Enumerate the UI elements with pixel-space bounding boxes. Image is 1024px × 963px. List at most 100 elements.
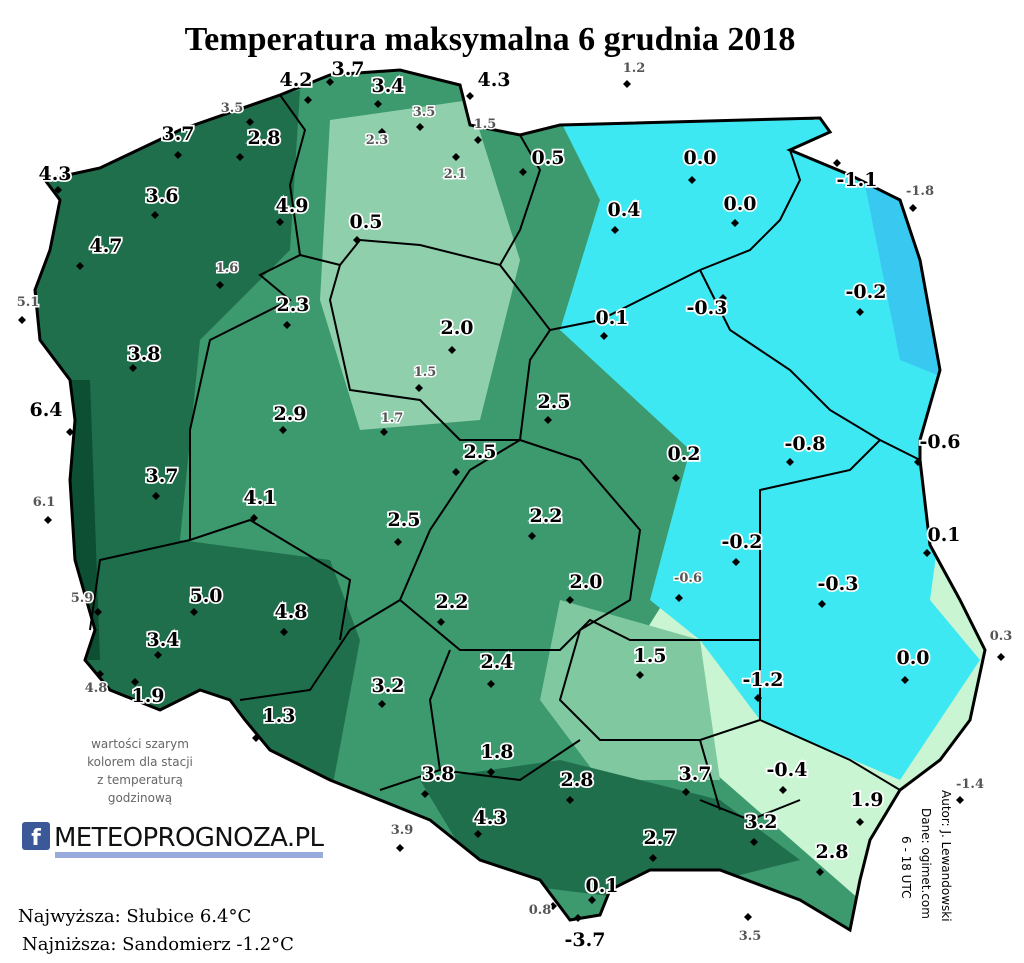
- station-marker: [474, 136, 482, 144]
- min-label: Najniższa: Sandomierz -1.2°C: [22, 934, 294, 955]
- note-line: kolorem dla stacji: [87, 755, 193, 769]
- station-value: -0.3: [818, 573, 859, 595]
- station-marker: [416, 123, 424, 131]
- station-marker: [421, 790, 429, 798]
- station-marker: [688, 176, 696, 184]
- station-value: -0.4: [767, 759, 808, 781]
- station-marker: [18, 316, 26, 324]
- station-value: 6.4: [29, 399, 62, 421]
- station-value: 1.5: [633, 645, 666, 667]
- station-value: 3.2: [371, 675, 404, 697]
- station-marker: [437, 618, 445, 626]
- station-marker: [732, 558, 740, 566]
- station-marker: [588, 896, 596, 904]
- station-marker: [754, 694, 762, 702]
- station-value: 3.7: [678, 763, 711, 785]
- station-value: 4.2: [279, 69, 312, 91]
- station-value: 2.2: [435, 591, 468, 613]
- station-value: -1.2: [743, 669, 784, 691]
- station-value: 0.1: [927, 524, 960, 546]
- station-marker: [574, 914, 582, 922]
- station-marker: [731, 219, 739, 227]
- station-marker: [252, 734, 260, 742]
- station-value: 1.3: [262, 705, 295, 727]
- station-marker: [672, 474, 680, 482]
- station-value: 0.4: [607, 199, 640, 221]
- station-value: 3.5: [221, 101, 244, 116]
- station-marker: [76, 262, 84, 270]
- station-marker: [923, 549, 931, 557]
- station-marker: [250, 514, 258, 522]
- station-marker: [326, 78, 334, 86]
- station-marker: [304, 96, 312, 104]
- station-value: 5.9: [71, 591, 94, 606]
- region-borders: [89, 94, 921, 822]
- station-value: 1.2: [623, 61, 646, 76]
- station-value: 0.1: [595, 307, 628, 329]
- station-marker: [997, 653, 1005, 661]
- note-line: wartości szarym: [91, 737, 189, 751]
- station-value: 0.3: [990, 629, 1013, 644]
- station-value: -0.8: [785, 433, 826, 455]
- station-marker: [519, 168, 527, 176]
- station-marker: [394, 538, 402, 546]
- station-value: 0.5: [531, 147, 564, 169]
- station-marker: [466, 92, 474, 100]
- station-marker: [744, 913, 752, 921]
- station-value: -1.1: [837, 169, 878, 191]
- station-marker: [190, 608, 198, 616]
- station-marker: [378, 128, 386, 136]
- station-marker: [236, 153, 244, 161]
- station-value: 3.7: [145, 465, 178, 487]
- station-value: -1.4: [956, 777, 984, 792]
- station-value: 3.9: [391, 823, 414, 838]
- station-marker: [279, 426, 287, 434]
- station-value: 0.0: [683, 147, 716, 169]
- station-value: 2.8: [815, 841, 848, 863]
- note-line: godzinową: [108, 791, 172, 805]
- station-value: 4.9: [275, 195, 308, 217]
- station-marker: [719, 294, 727, 302]
- station-marker: [283, 321, 291, 329]
- station-marker: [174, 151, 182, 159]
- station-value: 4.1: [243, 487, 276, 509]
- station-value: 3.4: [146, 629, 179, 651]
- station-value: 2.3: [366, 133, 389, 148]
- station-marker: [131, 678, 139, 686]
- station-value: 3.5: [413, 105, 436, 120]
- station-value: 1.9: [850, 789, 883, 811]
- station-marker: [378, 700, 386, 708]
- station-value: 4.8: [274, 601, 307, 623]
- max-label: Najwyższa: Słubice 6.4°C: [18, 906, 251, 927]
- station-value: 4.3: [38, 163, 71, 185]
- station-value: -0.2: [722, 531, 763, 553]
- logo-text: METEOPROGNOZA.PL: [54, 823, 325, 853]
- station-marker: [636, 671, 644, 679]
- station-value: 2.8: [560, 769, 593, 791]
- station-value: 3.8: [421, 763, 454, 785]
- credit-line: Dane: ogimet.com: [919, 808, 933, 919]
- station-value: 3.8: [127, 343, 160, 365]
- station-value: 2.1: [444, 167, 467, 182]
- station-value: 4.3: [473, 807, 506, 829]
- station-marker: [452, 468, 460, 476]
- station-marker: [611, 226, 619, 234]
- station-value: 0.5: [349, 211, 382, 233]
- station-value: 0.8: [529, 903, 552, 918]
- station-value: 0.2: [667, 443, 700, 465]
- station-marker: [856, 818, 864, 826]
- station-value: 2.9: [273, 403, 306, 425]
- station-marker: [566, 796, 574, 804]
- station-marker: [44, 516, 52, 524]
- station-marker: [129, 364, 137, 372]
- note: wartości szarym kolorem dla stacji z tempe…: [87, 737, 193, 805]
- station-marker: [816, 868, 824, 876]
- station-value: 2.5: [463, 441, 496, 463]
- station-marker: [374, 100, 382, 108]
- station-marker: [154, 651, 162, 659]
- station-value: 3.7: [331, 58, 364, 80]
- station-marker: [474, 830, 482, 838]
- station-marker: [380, 428, 388, 436]
- map-title: Temperatura maksymalna 6 grudnia 2018: [185, 21, 796, 58]
- station-marker: [276, 218, 284, 226]
